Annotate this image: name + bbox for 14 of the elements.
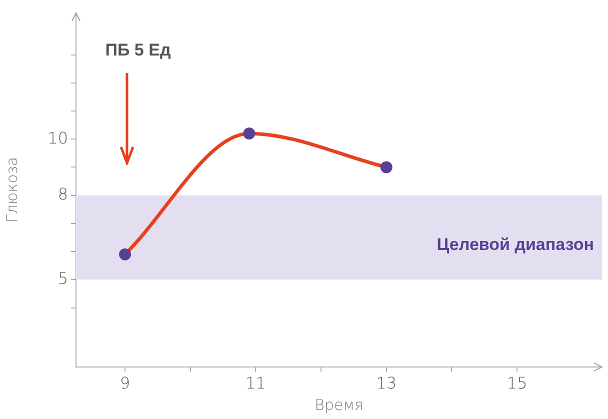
y-tick-label: 5 <box>58 268 68 288</box>
band-label: Целевой диапазон <box>436 235 594 254</box>
y-axis-title: Глюкоза <box>2 156 21 222</box>
point <box>243 127 256 140</box>
x-tick-label: 13 <box>376 374 397 393</box>
x-axis-title: Время <box>314 396 364 414</box>
y-tick-label: 8 <box>58 184 68 204</box>
x-tick-label: 9 <box>120 374 130 393</box>
annotation: ПБ 5 Ед <box>105 40 171 60</box>
y-tick-label: 10 <box>48 128 68 148</box>
point <box>119 248 132 260</box>
x-tick-label: 11 <box>246 374 266 393</box>
point <box>380 161 392 174</box>
x-tick-label: 15 <box>506 374 528 393</box>
